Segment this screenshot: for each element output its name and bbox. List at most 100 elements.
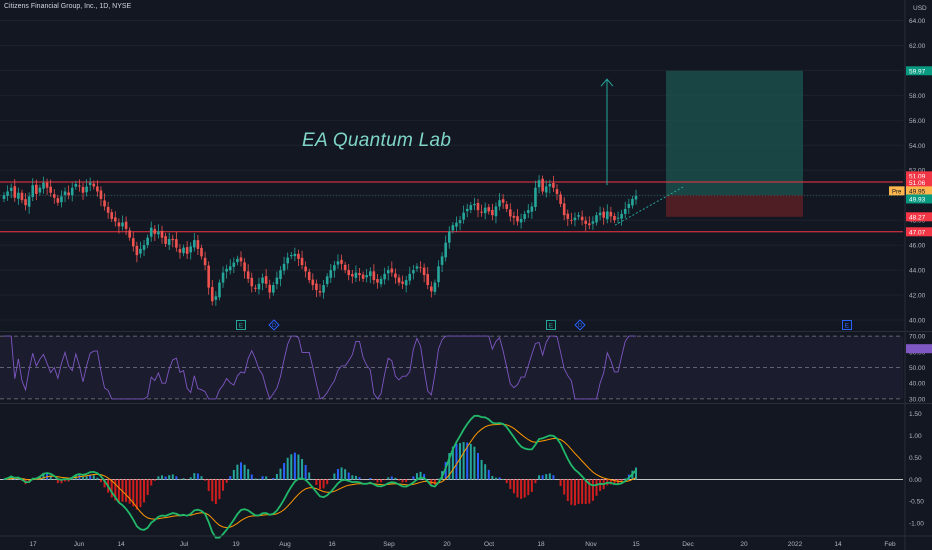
macd-histogram-bar <box>624 478 627 480</box>
candle-body <box>2 195 6 199</box>
macd-histogram-bar <box>49 475 52 480</box>
macd-tick-label[interactable]: 0.50 <box>909 455 922 462</box>
macd-histogram-bar <box>290 454 293 480</box>
time-tick-label[interactable]: 17 <box>29 541 37 548</box>
candle-body <box>311 279 315 286</box>
price-tick-label[interactable]: 62.00 <box>909 43 926 50</box>
time-axis[interactable]: 17 Jun 14 Jul 19 Aug 16 Sep 20 Oct 18 Nov 15 Dec 20 202… <box>0 535 932 548</box>
candle-body <box>505 204 509 209</box>
price-tick-label[interactable]: 40.00 <box>909 318 926 325</box>
time-tick-label[interactable]: Jun <box>74 541 85 548</box>
macd-tick-label[interactable]: 0.00 <box>909 477 922 484</box>
earnings-marker-label: E <box>239 323 244 330</box>
time-tick-label[interactable]: 2022 <box>788 541 803 548</box>
price-label-target[interactable] <box>906 66 932 76</box>
candle-body <box>462 212 465 220</box>
macd-histogram-bar <box>383 479 386 481</box>
price-tick-label[interactable]: 64.00 <box>909 18 926 25</box>
price-tick-label[interactable]: 56.00 <box>909 118 926 125</box>
price-label-resistance[interactable] <box>906 178 932 188</box>
candle-body <box>88 182 92 185</box>
candle-body <box>483 207 487 214</box>
rsi-tick-label[interactable]: 30.00 <box>909 396 926 403</box>
price-tick-label[interactable]: 52.00 <box>909 168 926 175</box>
candle-body <box>544 186 548 193</box>
price-label-last[interactable] <box>906 194 932 204</box>
time-tick-label[interactable]: 14 <box>117 541 125 548</box>
dividend-marker[interactable] <box>574 319 586 331</box>
time-tick-label[interactable]: Jul <box>180 541 189 548</box>
arrow-head[interactable] <box>600 78 614 87</box>
candle-body <box>218 282 221 298</box>
candle-body <box>221 272 225 283</box>
macd-histogram-bar <box>451 446 454 480</box>
price-tick-label[interactable]: 44.00 <box>909 268 926 275</box>
candle-body <box>49 186 52 193</box>
time-tick-label[interactable]: Oct <box>484 541 494 548</box>
candle-body <box>487 207 491 212</box>
price-axis[interactable]: USD64.0062.0060.0058.0056.0054.0052.0050… <box>889 5 932 325</box>
candle-body <box>139 248 142 254</box>
macd-tick-label[interactable]: -0.50 <box>909 499 924 506</box>
macd-histogram-bar <box>99 479 102 483</box>
price-label-support[interactable] <box>906 227 932 237</box>
price-tick-label[interactable]: 58.00 <box>909 93 926 100</box>
time-tick-label[interactable]: 14 <box>834 541 842 548</box>
pre-market-tag[interactable] <box>889 186 905 196</box>
macd-histogram-bar <box>498 477 501 480</box>
candle-body <box>458 220 462 224</box>
macd-histogram-bar <box>462 442 465 480</box>
macd-tick-label[interactable]: -1.00 <box>909 521 924 528</box>
earnings-marker[interactable] <box>546 320 556 330</box>
time-tick-label[interactable]: Nov <box>585 541 597 548</box>
price-tick-label[interactable]: 54.00 <box>909 143 926 150</box>
candle-body <box>562 203 566 216</box>
macd-histogram-bar <box>164 476 167 480</box>
up-arrow-annotation[interactable] <box>600 78 614 186</box>
price-tick-label[interactable]: 46.00 <box>909 243 926 250</box>
macd-histogram-bar <box>523 479 526 498</box>
time-tick-label[interactable]: 15 <box>632 541 640 548</box>
time-tick-label[interactable]: Sep <box>383 541 395 548</box>
candle-body <box>372 271 376 281</box>
candle-body <box>584 220 588 224</box>
earnings-marker[interactable] <box>842 320 852 330</box>
time-tick-label[interactable]: Feb <box>884 541 896 548</box>
earnings-marker[interactable] <box>236 320 246 330</box>
rsi-tick-label[interactable]: 70.00 <box>909 334 926 341</box>
candle-body <box>627 203 631 208</box>
macd-histogram-bar <box>412 476 415 480</box>
time-tick-label[interactable]: 20 <box>443 541 451 548</box>
time-tick-label[interactable]: 18 <box>537 541 545 548</box>
time-tick-label[interactable]: Dec <box>682 541 694 548</box>
macd-tick-label[interactable]: 1.50 <box>909 411 922 418</box>
macd-histogram-bar <box>96 477 99 480</box>
macd-histogram-bar <box>577 479 580 504</box>
macd-tick-label[interactable]: 1.00 <box>909 433 922 440</box>
rsi-tick-label[interactable]: 50.00 <box>909 365 926 372</box>
price-tick-label[interactable]: 42.00 <box>909 293 926 300</box>
time-tick-label[interactable]: 19 <box>232 541 240 548</box>
time-tick-label[interactable]: 20 <box>740 541 748 548</box>
price-label-stop[interactable] <box>906 212 932 222</box>
macd-histogram-bar <box>42 472 45 480</box>
time-tick-label[interactable]: 16 <box>328 541 336 548</box>
candle-body <box>268 284 272 293</box>
time-tick-label[interactable]: Aug <box>279 541 291 548</box>
macd-histogram-bar <box>308 472 311 480</box>
dividend-marker[interactable] <box>268 319 280 331</box>
candle-body <box>160 230 164 238</box>
projection-dotted-line[interactable] <box>614 186 685 226</box>
price-label-price[interactable] <box>906 186 932 196</box>
candle-body <box>24 199 27 206</box>
macd-histogram-bar <box>211 479 214 502</box>
candle-body <box>329 270 333 278</box>
rsi-last-label[interactable] <box>906 344 932 354</box>
macd-histogram-bar <box>103 479 106 488</box>
price-label-resistance[interactable] <box>906 171 932 181</box>
rsi-tick-label[interactable]: 40.00 <box>909 381 926 388</box>
